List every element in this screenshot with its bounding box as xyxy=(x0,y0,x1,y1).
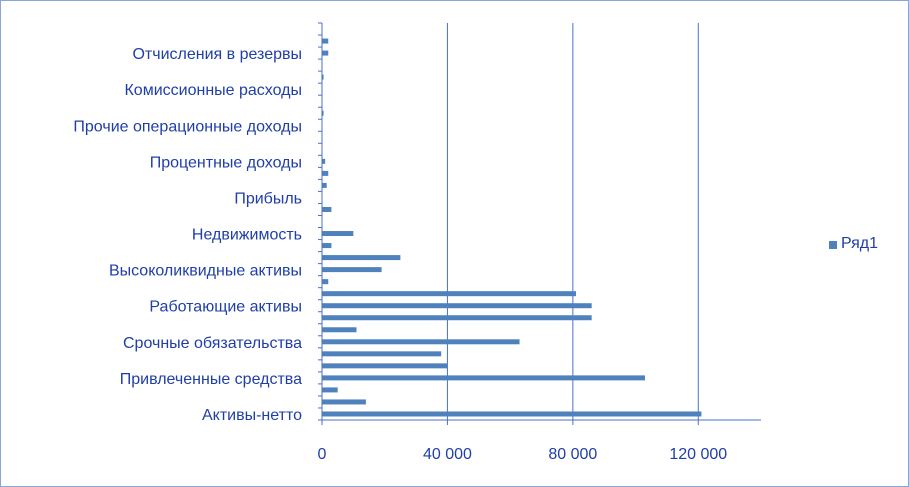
bar xyxy=(322,303,592,309)
bar xyxy=(322,206,332,212)
category-label: Срочные обязательства xyxy=(123,335,302,352)
legend-swatch xyxy=(829,241,837,249)
category-label: Комиссионные расходы xyxy=(124,82,302,99)
category-label: Прочие операционные доходы xyxy=(73,118,302,135)
category-label: Недвижимость xyxy=(192,227,302,244)
bar xyxy=(322,267,382,273)
bar xyxy=(322,291,576,297)
bar xyxy=(322,339,520,345)
bar xyxy=(322,363,448,369)
bar xyxy=(322,411,702,417)
category-label: Процентные доходы xyxy=(150,154,302,171)
category-label: Отчисления в резервы xyxy=(132,46,302,63)
category-label: Работающие активы xyxy=(149,299,302,316)
bar xyxy=(322,231,354,237)
legend-label: Ряд1 xyxy=(841,235,879,252)
bar xyxy=(322,351,442,357)
x-tick-label: 80 000 xyxy=(548,446,597,463)
bar xyxy=(322,279,329,285)
bar xyxy=(322,315,592,321)
bar xyxy=(322,170,329,176)
category-label: Активы-нетто xyxy=(202,407,302,424)
bar xyxy=(322,255,401,261)
bar xyxy=(322,399,366,405)
bar xyxy=(322,50,329,56)
category-label: Высоколиквидные активы xyxy=(109,263,302,280)
bar xyxy=(322,375,645,381)
x-tick-label: 40 000 xyxy=(423,446,472,463)
x-tick-label: 0 xyxy=(318,446,327,463)
category-label: Привлеченные средства xyxy=(120,371,302,388)
x-tick-label: 120 000 xyxy=(669,446,727,463)
bar xyxy=(322,327,357,333)
category-label: Прибыль xyxy=(234,190,302,207)
bar xyxy=(322,182,327,188)
bar xyxy=(322,158,326,164)
bar xyxy=(322,110,324,116)
bar xyxy=(322,243,332,249)
bar xyxy=(322,74,324,80)
bar xyxy=(322,38,329,44)
bar xyxy=(322,387,338,393)
